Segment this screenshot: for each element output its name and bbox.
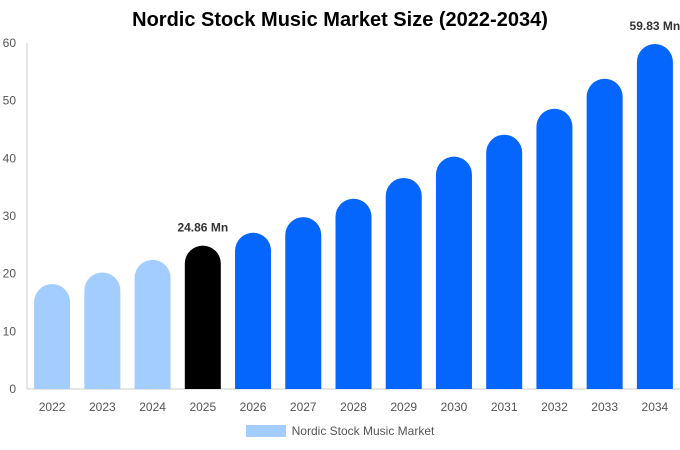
legend-swatch	[245, 425, 286, 437]
bar-2032[interactable]	[536, 108, 573, 390]
legend-label: Nordic Stock Music Market	[291, 424, 435, 438]
x-tick-label: 2033	[591, 400, 618, 414]
bar-2027[interactable]	[285, 217, 322, 389]
bar-2025[interactable]	[184, 245, 221, 389]
x-tick-label: 2022	[39, 400, 66, 414]
x-tick-label: 2034	[642, 400, 669, 414]
y-tick-label: 60	[3, 36, 17, 50]
y-tick-label: 10	[3, 324, 17, 338]
bar-2031[interactable]	[486, 134, 523, 389]
bar-2030[interactable]	[435, 156, 472, 389]
x-tick-label: 2023	[89, 400, 116, 414]
x-tick-label: 2025	[189, 400, 216, 414]
bar-2026[interactable]	[235, 232, 272, 389]
x-tick-label: 2031	[491, 400, 518, 414]
bar-2022[interactable]	[34, 284, 71, 389]
bar-2023[interactable]	[84, 272, 121, 389]
chart-title: Nordic Stock Music Market Size (2022-203…	[132, 9, 548, 31]
bar-2029[interactable]	[385, 177, 422, 389]
y-tick-label: 50	[3, 94, 17, 108]
y-tick-label: 20	[3, 267, 17, 281]
legend[interactable]: Nordic Stock Music Market	[0, 424, 680, 438]
x-tick-label: 2032	[541, 400, 568, 414]
x-tick-label: 2029	[390, 400, 417, 414]
y-tick-label: 0	[9, 382, 16, 396]
x-tick-label: 2030	[441, 400, 468, 414]
x-tick-label: 2026	[240, 400, 267, 414]
x-tick-label: 2024	[139, 400, 166, 414]
data-label: 24.86 Mn	[177, 221, 228, 235]
y-tick-label: 30	[3, 209, 17, 223]
y-tick-label: 40	[3, 151, 17, 165]
x-tick-label: 2028	[340, 400, 367, 414]
bar-2028[interactable]	[335, 198, 372, 389]
bar-2024[interactable]	[134, 259, 171, 389]
data-label: 59.83 Mn	[630, 19, 680, 33]
bar-2033[interactable]	[586, 78, 623, 389]
x-tick-label: 2027	[290, 400, 317, 414]
bar-2034[interactable]	[636, 43, 673, 389]
